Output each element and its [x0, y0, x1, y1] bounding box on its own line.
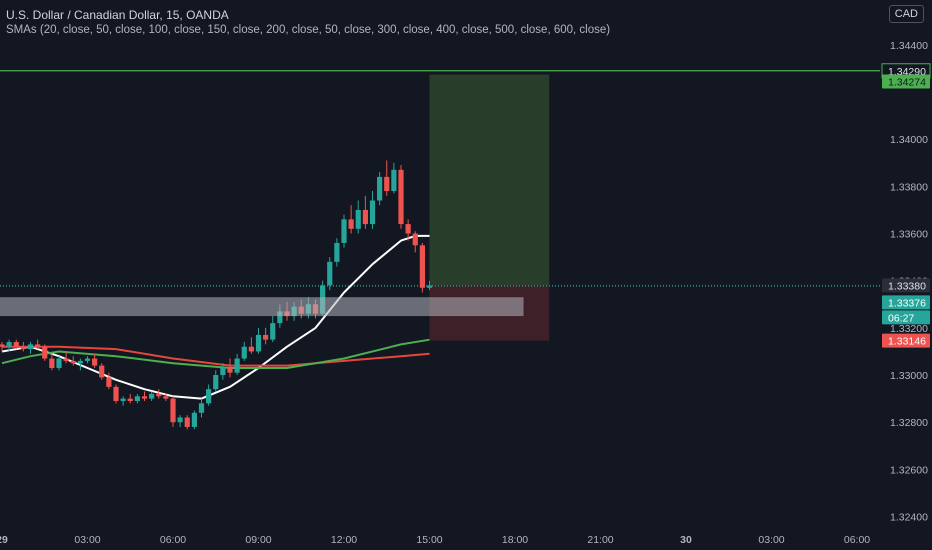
countdown-label-bg — [882, 310, 930, 325]
countdown-label: 06:27 — [888, 312, 914, 324]
price-tick-label: 1.33600 — [890, 229, 928, 241]
candle[interactable] — [149, 393, 155, 399]
candle[interactable] — [391, 169, 397, 192]
price-tick-label: 1.34400 — [890, 40, 928, 52]
candle[interactable] — [92, 358, 98, 366]
target-price-label-bg — [882, 74, 930, 89]
time-tick-label: 18:00 — [502, 534, 528, 546]
candle[interactable] — [398, 169, 404, 225]
candle[interactable] — [191, 412, 197, 427]
candle[interactable] — [49, 358, 55, 368]
time-tick-label: 21:00 — [587, 534, 613, 546]
price-tick-label: 1.33800 — [890, 181, 928, 193]
time-tick-label: 30 — [680, 534, 692, 546]
price-tick-label: 1.33200 — [890, 323, 928, 335]
candle[interactable] — [362, 209, 368, 225]
current-price-label-bg — [882, 295, 930, 310]
sma-indicator-legend[interactable]: SMAs (20, close, 50, close, 100, close, … — [6, 24, 611, 36]
candle[interactable] — [77, 360, 83, 364]
candle[interactable] — [263, 334, 269, 340]
candle[interactable] — [13, 342, 19, 347]
price-tick-label: 1.32600 — [890, 464, 928, 476]
price-tick-label: 1.34000 — [890, 134, 928, 146]
candle[interactable] — [419, 245, 425, 288]
price-tick-label: 1.33000 — [890, 370, 928, 382]
candle[interactable] — [156, 393, 162, 397]
candle[interactable] — [20, 346, 26, 350]
candle[interactable] — [227, 367, 233, 373]
entry-price-label: 1.33380 — [888, 280, 926, 292]
candle[interactable] — [241, 346, 247, 359]
price-tick-label: 1.32400 — [890, 512, 928, 524]
candle[interactable] — [341, 219, 347, 243]
candle[interactable] — [42, 346, 48, 359]
candle[interactable] — [277, 311, 283, 324]
candle[interactable] — [405, 224, 411, 234]
candle[interactable] — [184, 417, 190, 427]
candle[interactable] — [426, 285, 433, 288]
entry-price-label-bg — [882, 278, 930, 293]
candle[interactable] — [377, 176, 383, 201]
candle[interactable] — [70, 360, 76, 364]
candle[interactable] — [355, 209, 361, 229]
support-zone[interactable] — [0, 297, 524, 317]
candle[interactable] — [170, 398, 176, 423]
price-axis[interactable] — [880, 0, 932, 550]
time-tick-label: 06:00 — [160, 534, 186, 546]
candle[interactable] — [412, 233, 418, 246]
candle[interactable] — [334, 242, 340, 262]
candle[interactable] — [56, 358, 62, 368]
time-tick-label: 12:00 — [331, 534, 357, 546]
candle[interactable] — [206, 389, 212, 404]
currency-button[interactable]: CAD — [888, 5, 924, 23]
stop-price-label: 1.33146 — [888, 336, 926, 348]
candle[interactable] — [63, 358, 69, 361]
candle[interactable] — [220, 367, 226, 376]
candle[interactable] — [6, 342, 12, 347]
target-zone[interactable] — [429, 74, 550, 286]
candle[interactable] — [270, 323, 276, 340]
candle[interactable] — [106, 377, 112, 387]
candle[interactable] — [99, 365, 105, 378]
candle[interactable] — [35, 344, 41, 347]
candle[interactable] — [327, 261, 333, 286]
candle[interactable] — [255, 334, 262, 352]
current-price-label: 1.33376 — [888, 297, 926, 309]
time-tick-label: 15:00 — [416, 534, 442, 546]
candle[interactable] — [0, 344, 5, 347]
candle[interactable] — [141, 396, 148, 399]
time-tick-label: 03:00 — [758, 534, 784, 546]
time-axis[interactable] — [0, 526, 932, 550]
target-price-label: 1.34274 — [888, 77, 926, 89]
candle[interactable] — [84, 358, 91, 361]
candle[interactable] — [134, 396, 140, 401]
stop-price-label-bg — [882, 333, 930, 348]
candle[interactable] — [234, 358, 240, 373]
time-tick-label: 09:00 — [245, 534, 271, 546]
sma-line-1 — [1, 234, 430, 400]
candle[interactable] — [127, 398, 133, 401]
candle[interactable] — [113, 386, 119, 401]
level-price-label-bg — [882, 63, 930, 78]
candle[interactable] — [213, 375, 219, 390]
candle[interactable] — [348, 219, 354, 229]
candle[interactable] — [27, 344, 34, 350]
candle[interactable] — [248, 346, 254, 352]
candle[interactable] — [177, 417, 183, 423]
price-tick-label: 1.32800 — [890, 417, 928, 429]
chart-title: U.S. Dollar / Canadian Dollar, 15, OANDA — [6, 8, 229, 22]
candle[interactable] — [163, 396, 169, 399]
time-tick-label: 29 — [0, 534, 8, 546]
candle[interactable] — [369, 200, 376, 225]
candle[interactable] — [120, 398, 126, 401]
candle[interactable] — [198, 403, 205, 413]
time-tick-label: 03:00 — [74, 534, 100, 546]
time-tick-label: 06:00 — [844, 534, 870, 546]
candle[interactable] — [384, 176, 390, 192]
